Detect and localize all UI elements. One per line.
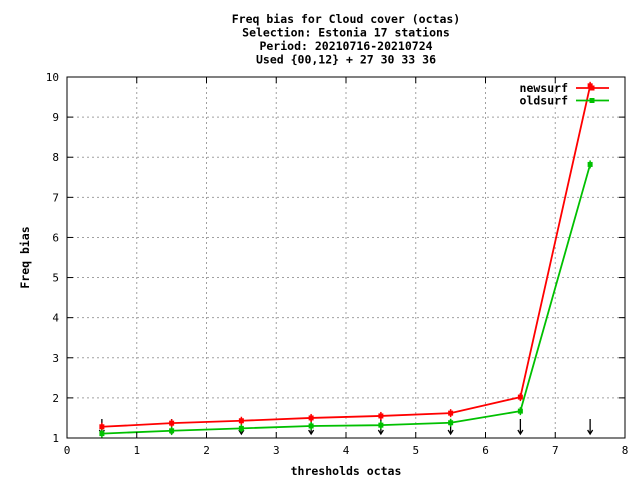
data-point-newsurf-2	[169, 419, 175, 428]
y-tick-label-5: 5	[52, 272, 59, 285]
legend-marker-oldsurf	[589, 98, 595, 103]
data-point-oldsurf-8	[587, 160, 593, 169]
data-series	[99, 81, 593, 438]
series-oldsurf	[99, 160, 593, 438]
title-line-1: Freq bias for Cloud cover (octas)	[232, 12, 460, 26]
y-tick-label-7: 7	[52, 191, 59, 204]
x-tick-label-8: 8	[622, 444, 629, 457]
y-tick-label-8: 8	[52, 151, 59, 164]
y-axis-label: Freq bias	[18, 226, 32, 288]
arrow-head	[447, 429, 454, 436]
chart-title: Freq bias for Cloud cover (octas)Selecti…	[232, 12, 460, 67]
arrow-head	[517, 429, 524, 436]
arrow-head	[238, 429, 245, 436]
data-point-oldsurf-3	[238, 424, 244, 433]
legend-marker-newsurf	[589, 85, 595, 91]
data-point-oldsurf-5	[378, 421, 384, 430]
legend-label-newsurf: newsurf	[520, 81, 569, 95]
series-line-newsurf	[101, 85, 592, 428]
data-point-newsurf-1	[99, 422, 105, 431]
series-newsurf	[99, 81, 593, 431]
data-point-oldsurf-7	[517, 407, 523, 416]
data-point-newsurf-5	[378, 411, 384, 420]
legend-entry-oldsurf: oldsurf	[520, 94, 609, 108]
data-point-newsurf-3	[238, 416, 244, 425]
legend-entry-newsurf: newsurf	[520, 81, 609, 95]
y-tick-label-4: 4	[52, 312, 59, 325]
x-tick-label-6: 6	[482, 444, 489, 457]
grid-lines	[67, 77, 625, 438]
arrow-marker-8	[587, 419, 594, 436]
arrow-head	[377, 429, 384, 436]
x-tick-label-1: 1	[133, 444, 140, 457]
data-point-newsurf-7	[517, 393, 523, 402]
data-point-newsurf-4	[308, 413, 314, 422]
x-axis-label: thresholds octas	[291, 464, 402, 478]
legend-label-oldsurf: oldsurf	[520, 94, 569, 108]
data-point-oldsurf-2	[169, 426, 175, 435]
x-tick-label-5: 5	[412, 444, 419, 457]
title-line-4: Used {00,12} + 27 30 33 36	[256, 53, 436, 67]
y-tick-label-2: 2	[52, 392, 59, 405]
arrow-head	[587, 429, 594, 436]
y-tick-label-1: 1	[52, 432, 59, 445]
y-tick-label-6: 6	[52, 231, 59, 244]
title-line-2: Selection: Estonia 17 stations	[242, 26, 450, 40]
x-tick-label-7: 7	[552, 444, 559, 457]
data-point-oldsurf-6	[448, 418, 454, 427]
y-tick-label-3: 3	[52, 352, 59, 365]
series-line-oldsurf	[101, 164, 591, 435]
arrow-marker-7	[517, 419, 524, 436]
y-tick-label-9: 9	[52, 111, 59, 124]
x-tick-label-0: 0	[64, 444, 71, 457]
x-tick-label-3: 3	[273, 444, 280, 457]
x-tick-label-2: 2	[203, 444, 210, 457]
data-point-newsurf-6	[448, 409, 454, 418]
data-point-oldsurf-1	[99, 429, 105, 438]
title-line-3: Period: 20210716-20210724	[259, 39, 432, 53]
data-point-oldsurf-4	[308, 421, 314, 430]
x-tick-label-4: 4	[343, 444, 350, 457]
y-tick-label-10: 10	[46, 71, 59, 84]
arrow-head	[308, 429, 315, 436]
